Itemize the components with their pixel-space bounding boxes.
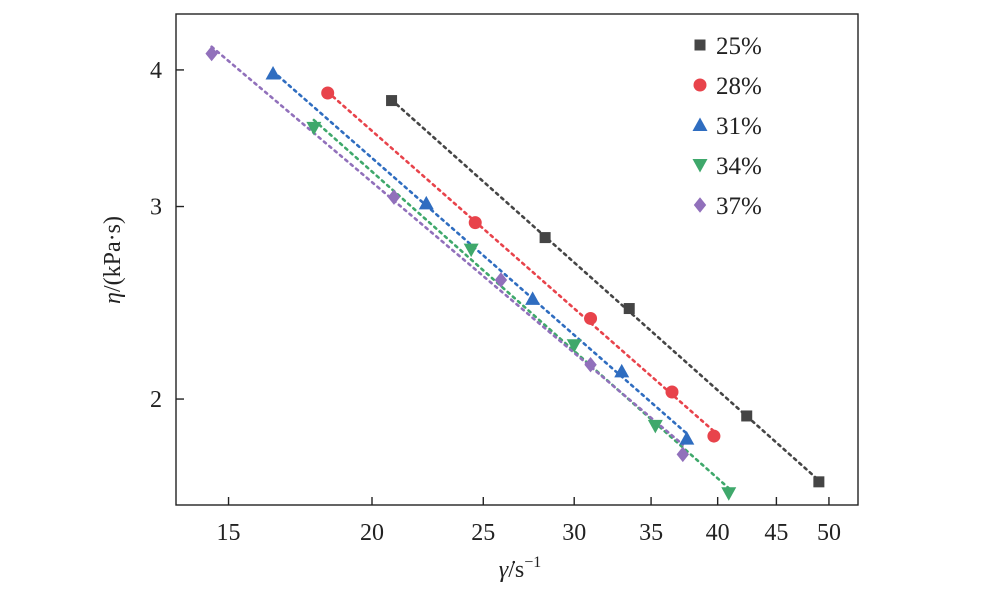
legend-marker-series-2 — [692, 117, 708, 131]
point-series-3 — [306, 121, 322, 136]
point-series-0 — [741, 410, 753, 422]
x-tick-label: 50 — [817, 520, 841, 546]
y-tick-label: 2 — [150, 387, 162, 413]
point-series-3 — [721, 487, 737, 501]
point-series-1 — [321, 86, 335, 100]
point-series-4 — [584, 357, 597, 373]
legend-label-series-2: 31% — [716, 113, 762, 140]
legend-label-series-0: 25% — [716, 33, 762, 60]
legend-marker-series-3 — [692, 159, 708, 173]
y-axis-label: η/(kPa·s) — [100, 216, 126, 304]
legend-marker-series-1 — [693, 78, 707, 92]
x-tick-label: 25 — [471, 520, 495, 546]
x-tick-label: 45 — [764, 520, 788, 546]
x-tick-label: 30 — [562, 520, 586, 546]
legend-label-series-4: 37% — [716, 193, 762, 220]
legend-marker-series-4 — [693, 197, 707, 213]
point-series-1 — [665, 385, 679, 399]
point-series-4 — [676, 446, 690, 463]
legend: 25% 28% 31% 34% 37% — [692, 33, 762, 220]
point-series-3 — [566, 339, 582, 353]
data-points — [205, 45, 825, 501]
point-series-2 — [525, 291, 541, 305]
x-tick-label: 35 — [639, 520, 663, 546]
legend-marker-series-0 — [694, 39, 706, 51]
point-series-0 — [386, 95, 398, 107]
point-series-2 — [614, 363, 630, 378]
point-series-2 — [418, 195, 434, 210]
point-series-4 — [387, 189, 401, 205]
point-series-0 — [623, 303, 635, 315]
y-tick-label: 4 — [150, 58, 162, 84]
point-series-3 — [647, 419, 663, 434]
plot-area — [175, 13, 859, 506]
legend-label-series-3: 34% — [716, 153, 762, 180]
fit-line-series-3 — [312, 118, 731, 490]
fit-line-series-2 — [271, 70, 689, 435]
y-axis-label-symbol: η — [100, 292, 126, 304]
point-series-1 — [468, 216, 482, 230]
x-tick-label: 15 — [217, 520, 241, 546]
point-series-4 — [205, 45, 218, 62]
x-axis-label: γ̇/s−1 — [499, 554, 542, 583]
point-series-2 — [265, 66, 281, 80]
fit-line-series-1 — [326, 90, 716, 433]
x-tick-label: 20 — [360, 520, 384, 546]
point-series-1 — [707, 429, 721, 443]
point-series-1 — [584, 311, 598, 325]
x-axis-label-exponent: −1 — [524, 554, 541, 571]
fit-line-series-4 — [210, 45, 685, 446]
x-axis-ticks: 15 20 25 30 35 40 45 50 — [217, 497, 841, 546]
point-series-3 — [463, 243, 479, 258]
point-series-0 — [539, 232, 551, 244]
point-series-2 — [679, 431, 695, 445]
x-axis-label-unit: /s — [508, 557, 524, 583]
point-series-4 — [494, 272, 508, 288]
y-axis-ticks: 2 3 4 — [150, 58, 184, 413]
legend-label-series-1: 28% — [716, 73, 762, 100]
y-tick-label: 3 — [150, 195, 162, 221]
point-series-0 — [813, 476, 825, 488]
x-tick-label: 40 — [706, 520, 730, 546]
y-axis-label-unit: /(kPa·s) — [100, 216, 126, 292]
